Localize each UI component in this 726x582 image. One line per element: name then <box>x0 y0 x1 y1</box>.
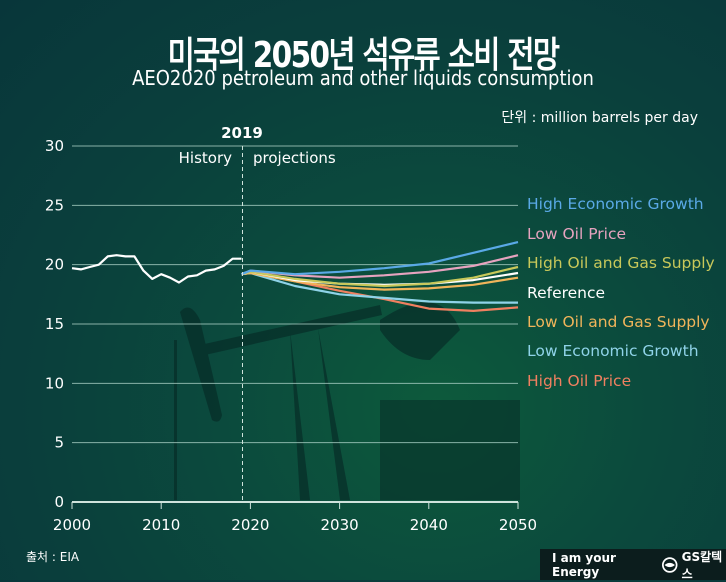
marker-2019-label: 2019 <box>221 124 263 142</box>
oil-pump-silhouette-icon <box>174 302 520 500</box>
brand-footer: I am your Energy GS칼텍스 <box>540 548 726 582</box>
legend-item: Low Oil and Gas Supply <box>527 313 710 331</box>
chart-title: 미국의 2050년 석유류 소비 전망 <box>167 35 560 76</box>
y-tick-label: 20 <box>45 256 64 274</box>
x-tick-label: 2000 <box>53 516 91 534</box>
gs-logo-icon <box>662 556 678 573</box>
legend-item: High Oil and Gas Supply <box>527 254 715 272</box>
y-tick-label: 15 <box>45 315 64 333</box>
x-tick-label: 2020 <box>231 516 269 534</box>
axes: 0 5 10 15 20 25 30 2000 2010 2020 2030 2040 2050 <box>45 137 537 534</box>
x-tick-label: 2040 <box>410 516 448 534</box>
projections-label: projections <box>253 149 336 167</box>
legend-item: Reference <box>527 284 606 302</box>
x-tick-label: 2050 <box>499 516 537 534</box>
chart-subtitle: AEO2020 petroleum and other liquids cons… <box>132 66 594 90</box>
x-tick-label: 2030 <box>321 516 359 534</box>
y-tick-label: 10 <box>45 374 64 392</box>
series-line-high-oil-and-gas-supply <box>241 265 519 288</box>
legend-item: High Economic Growth <box>527 195 704 213</box>
y-tick-label: 30 <box>45 137 64 155</box>
series-lines <box>71 241 519 312</box>
brand-slogan: I am your Energy <box>552 550 616 579</box>
legend-item: Low Economic Growth <box>527 342 699 360</box>
gridlines <box>72 145 518 503</box>
y-tick-label: 0 <box>54 493 64 511</box>
brand-logo: GS칼텍스 <box>662 548 726 582</box>
unit-label: 단위 : million barrels per day <box>501 110 698 126</box>
history-label: History <box>179 149 232 167</box>
x-tick-label: 2010 <box>142 516 180 534</box>
legend-item: High Oil Price <box>527 372 632 390</box>
brand-name: GS칼텍스 <box>681 549 723 581</box>
y-tick-label: 25 <box>45 196 64 214</box>
y-tick-label: 5 <box>54 434 64 452</box>
source-note: 출처 : EIA <box>26 550 80 564</box>
series-line-history <box>71 254 242 284</box>
legend-item: Low Oil Price <box>527 225 627 243</box>
series-line-low-oil-and-gas-supply <box>241 271 519 291</box>
series-line-high-economic-growth <box>241 241 519 276</box>
